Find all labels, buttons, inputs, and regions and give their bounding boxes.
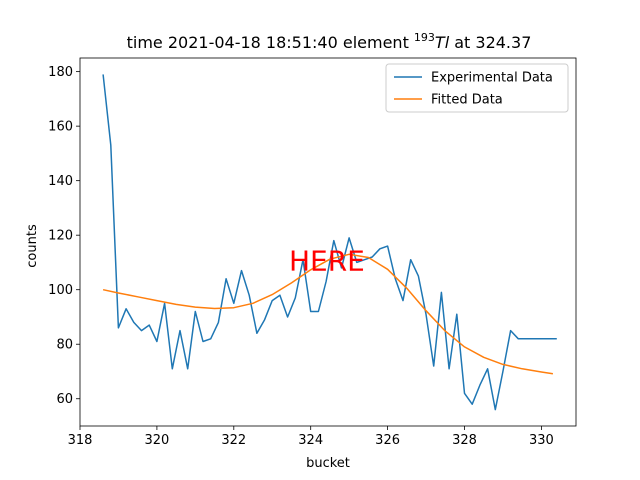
- legend-label-1: Fitted Data: [431, 93, 503, 108]
- y-axis-label: counts: [25, 224, 40, 268]
- series-line-1: [102, 253, 554, 375]
- annotation-label: HERE: [289, 245, 365, 278]
- x-tick-label: 318: [68, 433, 93, 448]
- y-tick-label: 120: [48, 229, 73, 244]
- y-tick-label: 140: [48, 174, 73, 189]
- title-element-symbol: Tl: [435, 33, 450, 52]
- title-mass-superscript: 193: [414, 31, 435, 44]
- y-tick-label: 60: [56, 392, 73, 407]
- x-tick-label: 320: [144, 433, 169, 448]
- x-axis-label: bucket: [306, 456, 350, 471]
- y-tick-label: 180: [48, 65, 73, 80]
- x-tick-label: 330: [529, 433, 554, 448]
- series-line-0: [102, 74, 557, 411]
- y-tick-label: 100: [48, 283, 73, 298]
- legend-box: [385, 63, 569, 113]
- y-tick-label: 160: [48, 120, 73, 135]
- chart-title: time 2021-04-18 18:51:40 element 193Tl a…: [127, 31, 532, 52]
- x-tick-label: 328: [452, 433, 477, 448]
- x-tick-label: 324: [298, 433, 323, 448]
- x-tick-label: 322: [221, 433, 246, 448]
- x-tick-label: 326: [375, 433, 400, 448]
- y-tick-label: 80: [56, 338, 73, 353]
- legend-label-0: Experimental Data: [431, 71, 553, 86]
- axes-frame: [79, 57, 577, 427]
